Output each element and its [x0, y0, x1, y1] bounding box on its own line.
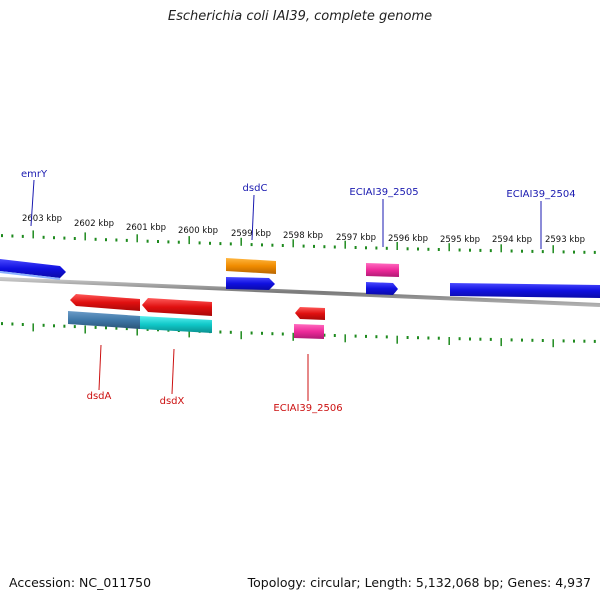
leader-dsdX [171, 348, 175, 395]
gene-dsdA-steel[interactable] [68, 311, 140, 329]
gene-ECIAI39_2506-pink[interactable] [294, 324, 324, 339]
outer-tick-row [1, 230, 596, 254]
gene-ECIAI39_2506[interactable] [295, 307, 325, 320]
accession-text: Accession: NC_011750 [9, 575, 152, 590]
tick-label: 2597 kbp [336, 233, 376, 243]
tick-label: 2596 kbp [388, 234, 428, 244]
tick-label: 2594 kbp [492, 235, 532, 245]
tick-label: 2602 kbp [74, 219, 114, 229]
gene-ECIAI39_2505-pink[interactable] [366, 263, 399, 277]
label-dsdC[interactable]: dsdC [243, 183, 268, 194]
genome-title: Escherichia coli IAI39, complete genome [167, 9, 433, 24]
tick-label: 2593 kbp [545, 235, 585, 245]
gene-emrY-shadow [0, 271, 61, 280]
tick-label: 2598 kbp [283, 231, 323, 241]
label-dsdA[interactable]: dsdA [87, 391, 112, 402]
leader-lines [30, 179, 542, 401]
label-emrY[interactable]: emrY [21, 169, 48, 180]
gene-ECIAI39_2504[interactable] [450, 283, 600, 298]
gene-dsdC[interactable] [226, 277, 275, 290]
gene-emrY[interactable] [0, 259, 66, 278]
label-ECIAI39_2504[interactable]: ECIAI39_2504 [506, 189, 575, 200]
topology-summary: Topology: circular; Length: 5,132,068 bp… [247, 575, 591, 590]
genome-backbone [0, 277, 600, 307]
tick-label: 2595 kbp [440, 235, 480, 245]
tick-label: 2600 kbp [178, 226, 218, 236]
label-ECIAI39_2506[interactable]: ECIAI39_2506 [273, 403, 342, 414]
label-ECIAI39_2505[interactable]: ECIAI39_2505 [349, 187, 418, 198]
gene-labels: emrY dsdC ECIAI39_2505 ECIAI39_2504 dsdA… [21, 169, 576, 414]
gene-dsdX[interactable] [142, 298, 212, 316]
gene-dsdC-orange[interactable] [226, 258, 276, 274]
gene-dsdX-cyan[interactable] [140, 316, 212, 333]
gene-dsdA[interactable] [70, 294, 140, 311]
gene-ECIAI39_2505[interactable] [366, 282, 398, 295]
tick-label: 2601 kbp [126, 223, 166, 233]
tick-label: 2603 kbp [22, 214, 62, 224]
leader-dsdC [251, 194, 255, 241]
leader-dsdA [98, 344, 102, 391]
tick-label: 2599 kbp [231, 229, 271, 239]
leader-emrY [30, 179, 35, 227]
label-dsdX[interactable]: dsdX [160, 396, 185, 407]
inner-tick-row [1, 322, 596, 348]
tick-labels: 2603 kbp 2602 kbp 2601 kbp 2600 kbp 2599… [22, 214, 585, 245]
